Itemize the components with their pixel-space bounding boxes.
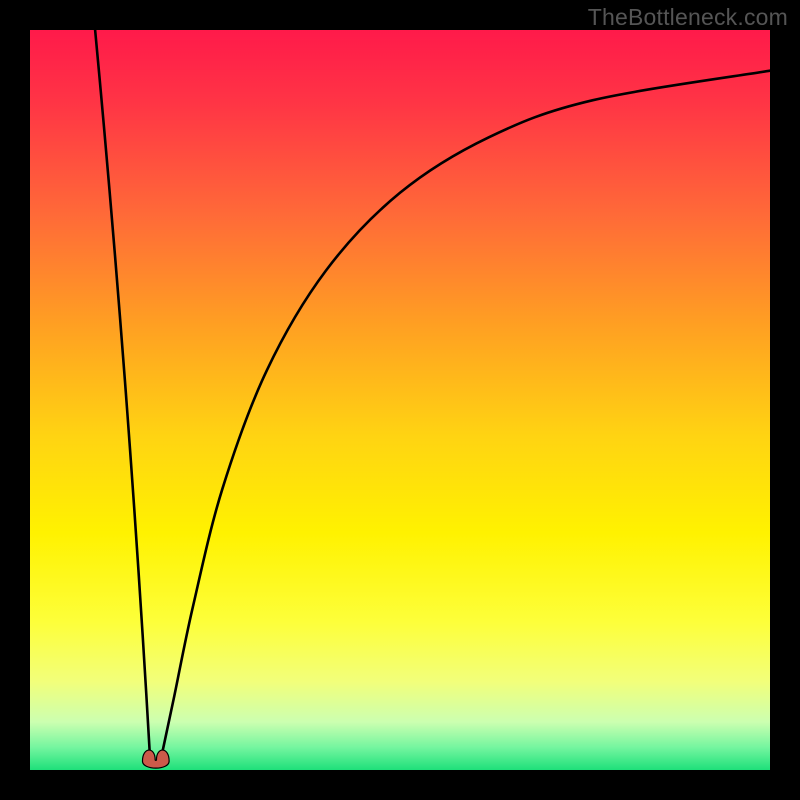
plot-background [30, 30, 770, 770]
chart-stage: TheBottleneck.com [0, 0, 800, 800]
watermark-text: TheBottleneck.com [588, 4, 788, 31]
bottleneck-chart [0, 0, 800, 800]
